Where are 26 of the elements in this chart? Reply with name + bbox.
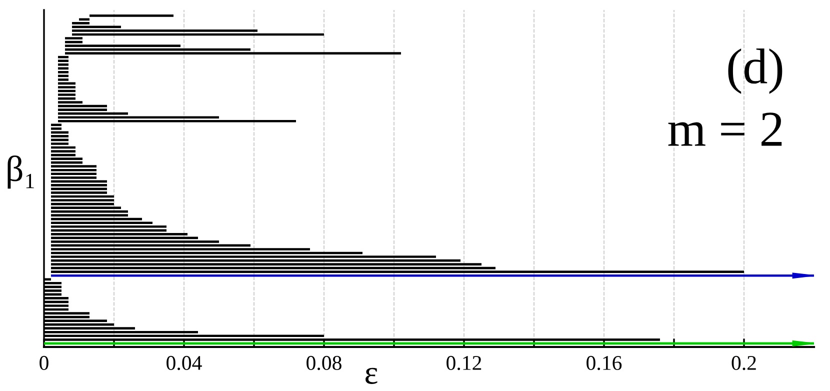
- y-axis-title: β₁: [8, 155, 34, 189]
- x-tick-label: 0.08: [306, 356, 342, 370]
- x-tick-label: 0.12: [446, 356, 482, 370]
- bar: [58, 63, 68, 66]
- bar: [58, 70, 68, 74]
- x-axis-title: ε: [366, 368, 378, 384]
- bar: [90, 14, 174, 17]
- bar: [51, 150, 76, 152]
- bar: [51, 165, 96, 168]
- annotation: m = 2: [668, 112, 782, 146]
- bar: [51, 135, 68, 138]
- bar: [51, 199, 114, 202]
- x-tick-label: 0.04: [166, 356, 202, 370]
- bar: [51, 158, 82, 160]
- bar: [58, 86, 76, 88]
- bar: [51, 225, 166, 228]
- bar: [51, 184, 107, 186]
- bar: [51, 172, 96, 176]
- bar: [58, 94, 76, 96]
- bar: [51, 168, 96, 172]
- x-tick-label: 0: [40, 356, 48, 370]
- bar: [58, 67, 68, 70]
- annotation: (d): [728, 48, 782, 94]
- x-tick-label: 0.16: [586, 356, 622, 370]
- x-tick-label: 0.2: [732, 356, 756, 370]
- bar: [58, 60, 68, 62]
